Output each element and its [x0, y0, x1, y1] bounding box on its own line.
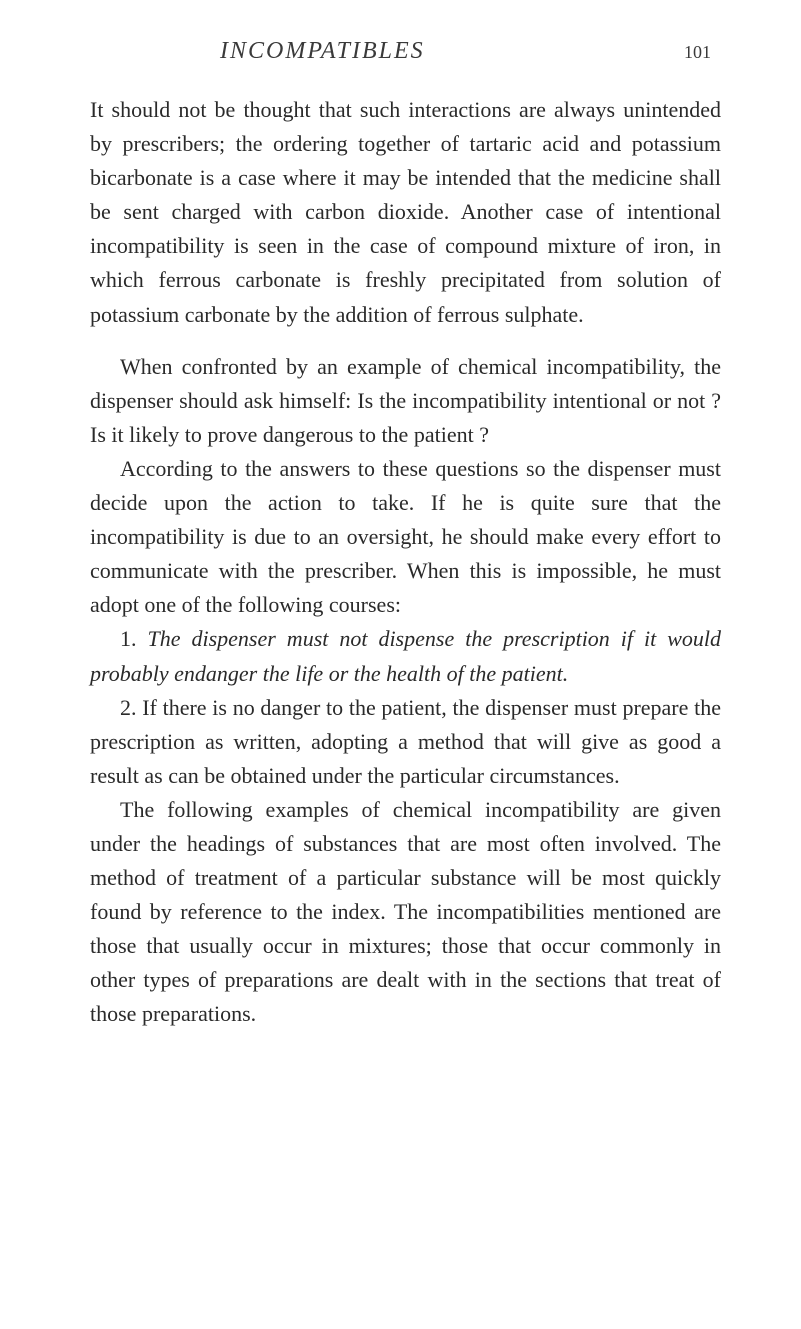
body-text: It should not be thought that such inter…	[90, 93, 721, 1032]
header-title: INCOMPATIBLES	[220, 38, 425, 65]
paragraph-5: 2. If there is no danger to the patient,…	[90, 691, 721, 793]
paragraph-4: 1. The dispenser must not dispense the p…	[90, 622, 721, 690]
paragraph-1: It should not be thought that such inter…	[90, 93, 721, 332]
paragraph-6: The following examples of chemical incom…	[90, 793, 721, 1032]
paragraph-3: According to the answers to these questi…	[90, 452, 721, 622]
list-number-1: 1.	[120, 626, 148, 651]
page-header: INCOMPATIBLES 101	[90, 38, 721, 65]
page-number: 101	[684, 42, 711, 63]
italic-rule: The dispenser must not dispense the pres…	[90, 626, 721, 685]
paragraph-2: When confronted by an example of chemica…	[90, 350, 721, 452]
